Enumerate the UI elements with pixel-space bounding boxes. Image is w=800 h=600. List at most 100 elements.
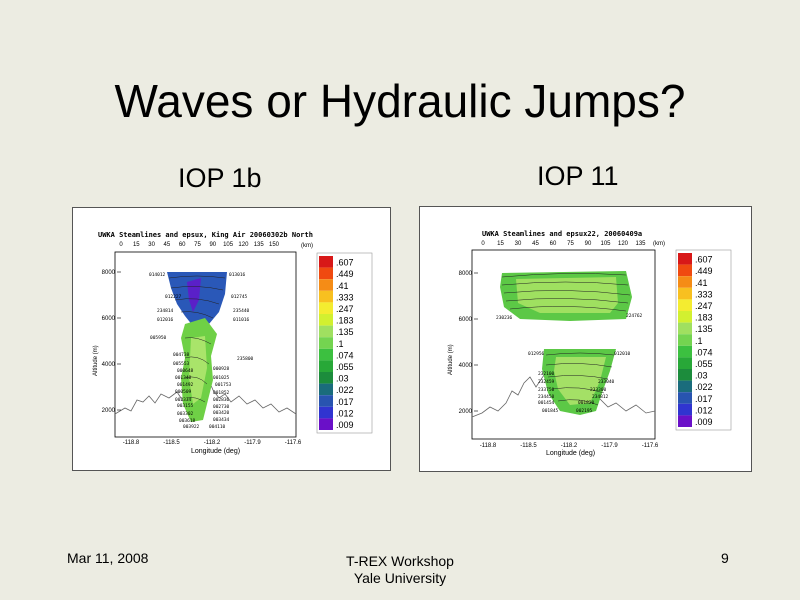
right-lower-plume-light: [554, 357, 606, 405]
colorbar-level-label: .41: [695, 278, 708, 288]
colorbar-swatch: [678, 392, 692, 404]
top-axis-tick-label: 90: [585, 241, 592, 247]
y-axis-tick-label: 6000: [459, 317, 473, 323]
time-label: 012227: [165, 294, 182, 300]
colorbar-level-label: .1: [336, 339, 344, 349]
left-streamline-plot: UWKA Steamlines and epsux, King Air 2006…: [93, 231, 373, 455]
y-axis-tick-label: 2000: [102, 408, 116, 414]
time-label: 002836: [213, 397, 230, 403]
colorbar-swatch: [678, 253, 692, 265]
top-axis-tick-label: 120: [618, 241, 629, 247]
time-label: 230236: [496, 315, 513, 321]
time-label: 224762: [626, 313, 643, 319]
top-axis-tick-label: 75: [194, 242, 201, 248]
colorbar-swatch: [678, 311, 692, 323]
left-x-label: Longitude (deg): [191, 448, 240, 455]
right-time-labels: 230236 224762 012956 012010 232100 233040 2324…: [496, 313, 643, 414]
x-axis-tick-label: -118.8: [480, 443, 497, 449]
y-axis-tick-label: 6000: [102, 316, 116, 322]
colorbar-swatch: [319, 314, 333, 326]
colorbar-level-label: .017: [336, 397, 354, 407]
x-axis-tick-label: -118.5: [163, 440, 180, 446]
left-x-axis: -118.8 -118.5 -118.2 -117.9 -117.6: [123, 440, 302, 446]
time-label: 001753: [215, 382, 232, 388]
colorbar-swatch: [319, 348, 333, 361]
time-label: 001025: [213, 375, 230, 381]
colorbar-swatch: [678, 334, 692, 346]
time-label: 233300: [590, 387, 607, 393]
colorbar-swatch: [678, 299, 692, 311]
right-x-label: Longitude (deg): [546, 450, 595, 457]
colorbar-level-label: .009: [695, 417, 713, 427]
top-axis-tick-label: 0: [481, 241, 485, 247]
right-streamlines: [501, 273, 631, 406]
time-label: 001852: [213, 390, 230, 396]
time-label: 012016: [157, 317, 174, 323]
colorbar-level-label: .449: [695, 266, 713, 276]
right-top-unit: (km): [653, 241, 665, 247]
colorbar-swatch: [678, 287, 692, 300]
time-label: 003155: [177, 403, 194, 409]
top-axis-tick-label: 135: [254, 242, 265, 248]
colorbar-level-label: .055: [336, 362, 354, 372]
left-panel-label: IOP 1b: [178, 163, 262, 193]
footer-event-line2: Yale University: [353, 570, 447, 586]
time-label: 012010: [614, 351, 631, 357]
right-top-axis: 0 15 30 45 60 75 90 105 120 135: [481, 241, 646, 247]
colorbar-swatch: [678, 357, 692, 369]
top-axis-tick-label: 15: [133, 242, 140, 248]
x-axis-tick-label: -117.9: [601, 443, 618, 449]
left-y-label: Altitude (m): [93, 345, 99, 376]
colorbar-swatch: [319, 360, 333, 372]
colorbar-level-label: .183: [695, 313, 713, 323]
time-label: 013016: [229, 272, 246, 278]
colorbar-swatch: [319, 267, 333, 280]
time-label: 012956: [528, 351, 545, 357]
left-top-unit: (km): [301, 243, 313, 249]
colorbar-swatch: [319, 337, 333, 349]
colorbar-swatch: [678, 264, 692, 277]
time-label: 234812: [592, 394, 609, 400]
y-axis-tick-label: 2000: [459, 409, 473, 415]
colorbar-level-label: .247: [336, 304, 354, 314]
left-plot-title: UWKA Steamlines and epsux, King Air 2006…: [98, 231, 313, 239]
slide-title: Waves or Hydraulic Jumps?: [114, 75, 686, 127]
colorbar-level-label: .135: [695, 324, 713, 334]
time-label: 000648: [177, 368, 194, 374]
colorbar-level-label: .247: [695, 301, 713, 311]
colorbar-level-label: .012: [336, 408, 354, 418]
colorbar-level-label: .333: [336, 292, 354, 302]
right-y-label: Altitude (m): [448, 344, 454, 375]
colorbar-level-label: .012: [695, 405, 713, 415]
colorbar-swatch: [678, 369, 692, 381]
top-axis-tick-label: 60: [179, 242, 186, 248]
right-upper-band-light: [516, 277, 618, 313]
time-label: 002195: [576, 408, 593, 414]
time-label: 003922: [183, 424, 200, 430]
top-axis-tick-label: 150: [269, 242, 280, 248]
top-axis-tick-label: 90: [209, 242, 216, 248]
y-axis-tick-label: 4000: [102, 362, 116, 368]
colorbar-swatch: [678, 380, 692, 393]
time-label: 235440: [233, 308, 250, 314]
time-label: 004110: [209, 424, 226, 430]
colorbar-swatch: [319, 372, 333, 384]
time-label: 003618: [179, 418, 196, 424]
colorbar-level-label: .017: [695, 394, 713, 404]
colorbar-level-label: .1: [695, 336, 703, 346]
top-axis-tick-label: 45: [164, 242, 171, 248]
top-axis-tick-label: 30: [148, 242, 155, 248]
right-streamline-plot: UWKA Steamlines and epsux22, 20060409a (…: [448, 230, 732, 457]
y-axis-tick-label: 4000: [459, 363, 473, 369]
x-axis-tick-label: -118.2: [561, 443, 578, 449]
top-axis-tick-label: 105: [600, 241, 611, 247]
time-label: 002334: [175, 397, 192, 403]
colorbar-level-label: .074: [336, 350, 354, 360]
left-top-axis: 0 15 30 45 60 75 90 105 120 135 150: [119, 242, 279, 248]
time-label: 005950: [150, 335, 167, 341]
colorbar-level-label: .03: [695, 371, 708, 381]
x-axis-tick-label: -118.8: [123, 440, 140, 446]
time-label: 005553: [173, 361, 190, 367]
time-label: 233750: [538, 387, 555, 393]
x-axis-tick-label: -118.5: [520, 443, 537, 449]
